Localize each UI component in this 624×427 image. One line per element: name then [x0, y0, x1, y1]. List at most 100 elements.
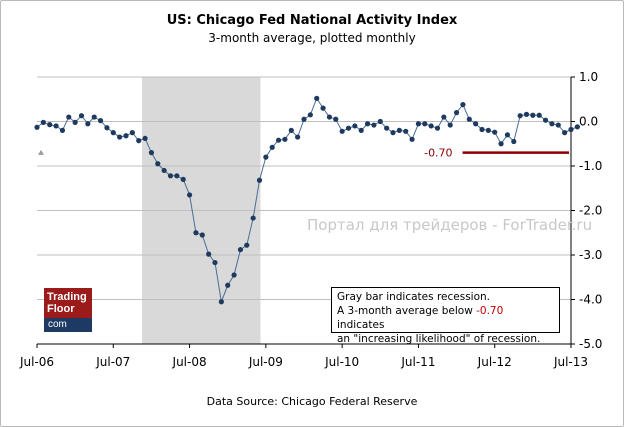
data-point	[85, 121, 91, 127]
legend-line-1: Gray bar indicates recession.	[337, 291, 490, 303]
data-point	[34, 124, 40, 130]
data-point	[72, 119, 78, 125]
data-point	[225, 282, 231, 288]
data-point	[536, 112, 542, 118]
data-point	[403, 128, 409, 134]
data-point	[371, 122, 377, 128]
data-point	[485, 127, 491, 133]
data-point	[473, 121, 479, 127]
data-point	[326, 114, 333, 120]
data-point	[295, 134, 301, 140]
data-point	[377, 118, 383, 125]
data-point	[97, 118, 104, 124]
data-point	[212, 259, 218, 266]
data-point	[511, 138, 517, 145]
watermark-text: Портал для трейдеров - ForTrader.ru	[307, 216, 593, 234]
x-tick-label: Jul-09	[248, 355, 283, 369]
data-point	[352, 123, 358, 129]
tradingfloor-logo: Trading Floor com	[44, 288, 92, 332]
data-point	[320, 105, 326, 111]
data-point	[498, 141, 504, 147]
data-point	[523, 111, 530, 117]
legend-line-3: an "increasing likelihood" of recession.	[337, 333, 541, 345]
data-point	[466, 116, 472, 122]
x-tick-label: Jul-10	[324, 355, 359, 369]
data-point	[91, 114, 97, 120]
x-tick-label: Jul-08	[172, 355, 207, 369]
data-point	[129, 130, 135, 136]
data-point	[186, 192, 193, 198]
data-point	[167, 173, 174, 179]
x-tick-label: Jul-11	[400, 355, 435, 369]
data-point	[231, 272, 237, 278]
data-point	[301, 116, 307, 122]
logo-top: Trading Floor	[44, 288, 92, 318]
data-point	[453, 110, 460, 116]
y-tick-label: 0.0	[579, 115, 598, 129]
data-point	[59, 127, 66, 133]
data-point	[155, 161, 161, 167]
data-point	[339, 128, 345, 134]
data-point	[555, 122, 561, 128]
data-point	[218, 299, 224, 305]
data-point	[409, 136, 415, 142]
chart-subtitle: 3-month average, plotted monthly	[208, 31, 416, 45]
data-point	[174, 173, 180, 179]
data-point	[282, 136, 288, 142]
logo-line2: Floor	[47, 303, 75, 315]
y-tick-label: -3.0	[579, 248, 602, 262]
data-point	[66, 114, 72, 120]
data-point	[390, 130, 396, 136]
data-point	[307, 112, 313, 118]
data-point	[574, 124, 580, 130]
data-point	[422, 121, 428, 127]
threshold-label: -0.70	[424, 147, 452, 160]
data-point	[256, 177, 263, 183]
legend-line-2b: indicates	[337, 319, 385, 331]
data-point	[40, 119, 46, 125]
data-point	[193, 230, 199, 236]
data-point	[53, 123, 59, 129]
x-tick-label: Jul-12	[477, 355, 512, 369]
data-point	[504, 132, 511, 138]
data-point	[180, 176, 186, 182]
data-point	[117, 134, 123, 140]
data-point	[562, 130, 568, 136]
y-tick-label: -5.0	[579, 337, 602, 351]
data-source: Data Source: Chicago Federal Reserve	[206, 395, 418, 408]
data-point	[78, 113, 85, 119]
data-point	[110, 130, 116, 136]
data-point	[275, 137, 282, 143]
data-point	[447, 122, 453, 128]
y-tick-label: 1.0	[579, 70, 598, 84]
data-point	[199, 232, 205, 238]
data-point	[542, 117, 549, 123]
data-point	[244, 242, 250, 248]
data-point	[333, 116, 339, 122]
data-point	[104, 125, 110, 131]
data-point	[415, 121, 422, 127]
data-point	[568, 126, 574, 133]
data-point	[206, 251, 212, 257]
data-point	[364, 121, 371, 127]
data-point	[161, 167, 167, 174]
legend-line-2a: A 3-month average below	[337, 305, 477, 317]
data-point	[396, 127, 402, 133]
left-marker	[38, 149, 44, 155]
legend-line-2: A 3-month average below -0.70 indicates	[337, 304, 554, 332]
y-tick-label: -4.0	[579, 293, 602, 307]
legend-note: Gray bar indicates recession. A 3-month …	[331, 287, 560, 345]
data-point	[517, 113, 523, 119]
data-point	[441, 114, 447, 120]
data-point	[345, 125, 352, 131]
data-point	[136, 138, 142, 144]
logo-bottom: com	[44, 318, 92, 332]
data-point	[314, 95, 320, 101]
data-point	[358, 127, 364, 133]
data-point	[263, 154, 269, 160]
data-point	[288, 127, 294, 133]
x-tick-label: Jul-13	[553, 355, 588, 369]
data-point	[428, 123, 434, 129]
data-point	[460, 101, 466, 108]
